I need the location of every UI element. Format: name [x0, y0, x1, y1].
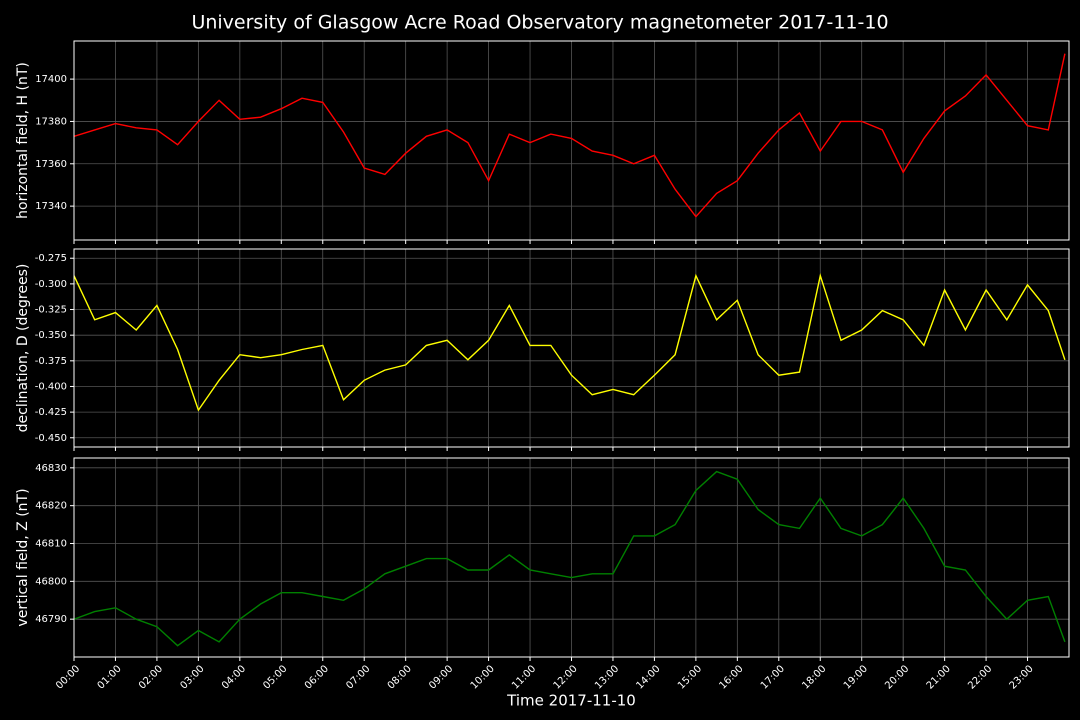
y-tick-label: 17360 [35, 159, 67, 170]
plot-frame [73, 40, 1070, 241]
y-tick-label: 46830 [35, 463, 67, 474]
plot-frame [73, 457, 1070, 658]
y-tick-label: 46800 [35, 576, 67, 587]
y-tick-label: -0.325 [35, 305, 67, 316]
y-tick-label: -0.375 [35, 356, 67, 367]
y-tick-label: -0.350 [35, 330, 67, 341]
y-tick-label: 17400 [35, 74, 67, 85]
x-axis-label: Time 2017-11-10 [506, 692, 636, 710]
y-tick-label: 46790 [35, 614, 67, 625]
y-tick-label: 46820 [35, 501, 67, 512]
data-line [74, 470, 1066, 647]
y-tick-label: -0.450 [35, 433, 67, 444]
data-line [74, 53, 1066, 218]
plot-frame [73, 248, 1070, 448]
y-axis-label: vertical field, Z (nT) [15, 488, 31, 626]
y-tick-label: -0.300 [35, 279, 67, 290]
chart-title: University of Glasgow Acre Road Observat… [191, 12, 888, 34]
y-tick-label: -0.275 [35, 253, 67, 264]
y-tick-label: 17380 [35, 116, 67, 127]
y-axis-label: declination, D (degrees) [15, 264, 31, 433]
y-tick-label: -0.400 [35, 381, 67, 392]
y-tick-label: 17340 [35, 201, 67, 212]
y-tick-label: -0.425 [35, 407, 67, 418]
y-axis-label: horizontal field, H (nT) [15, 62, 31, 219]
y-tick-label: 46810 [35, 539, 67, 550]
data-line [74, 272, 1066, 412]
